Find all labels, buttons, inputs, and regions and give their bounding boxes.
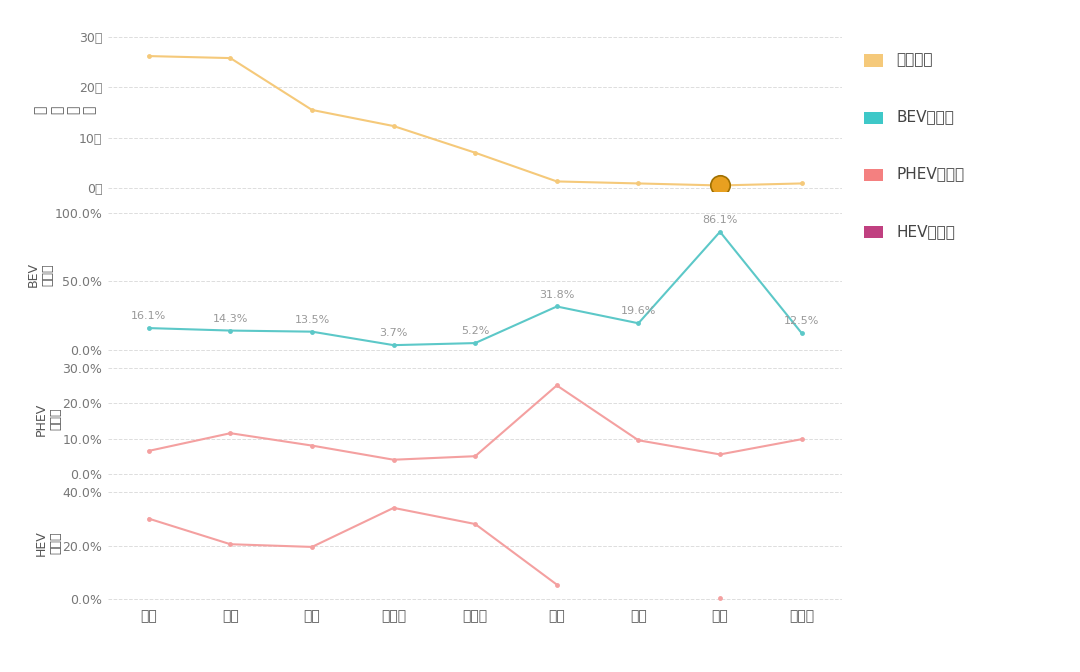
Text: HEV渗透率: HEV渗透率 <box>896 224 956 239</box>
Text: PHEV渗透率: PHEV渗透率 <box>896 167 964 181</box>
Text: 3.7%: 3.7% <box>379 328 408 338</box>
Text: 19.6%: 19.6% <box>621 306 656 317</box>
Y-axis label: BEV
渗透率: BEV 渗透率 <box>27 262 55 287</box>
Text: 86.1%: 86.1% <box>702 215 738 225</box>
Y-axis label: 销
售
总
量: 销 售 总 量 <box>33 106 96 114</box>
Y-axis label: HEV
渗透率: HEV 渗透率 <box>35 530 63 556</box>
Text: 13.5%: 13.5% <box>295 314 329 325</box>
Y-axis label: PHEV
渗透率: PHEV 渗透率 <box>35 403 63 435</box>
Text: BEV渗透率: BEV渗透率 <box>896 110 955 124</box>
Text: 31.8%: 31.8% <box>539 290 575 300</box>
Text: 销售总量: 销售总量 <box>896 52 933 67</box>
Text: 12.5%: 12.5% <box>784 316 820 326</box>
Text: 5.2%: 5.2% <box>461 326 489 336</box>
Text: 16.1%: 16.1% <box>131 311 166 321</box>
Text: 14.3%: 14.3% <box>213 314 248 324</box>
